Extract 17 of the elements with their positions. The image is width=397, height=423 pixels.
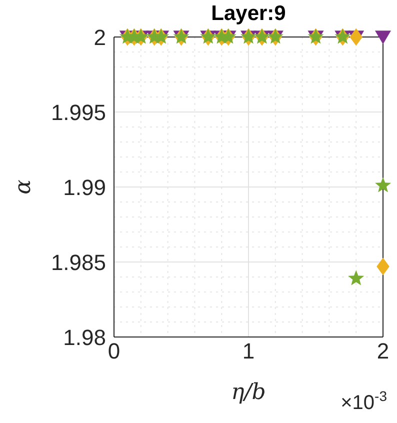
point [375,30,391,44]
y-tick-label: 1.98 [63,324,106,350]
x-axis-title: η/b [231,380,266,405]
x-tick-label: 2 [376,338,390,364]
y-tick-label: 2 [94,24,106,50]
point [376,258,390,276]
point [348,270,364,286]
y-axis-title: α [11,179,36,194]
point [375,177,391,192]
chart-title: Layer:9 [211,2,286,25]
point [350,28,362,46]
y-tick-label: 1.995 [50,100,106,125]
x-tick-label: 0 [108,338,120,364]
y-tick-label: 1.99 [63,174,106,200]
text: ×10$^{-3}$ [340,388,388,414]
x-tick-label: 1 [242,338,255,364]
y-tick-label: 1.985 [50,250,106,275]
